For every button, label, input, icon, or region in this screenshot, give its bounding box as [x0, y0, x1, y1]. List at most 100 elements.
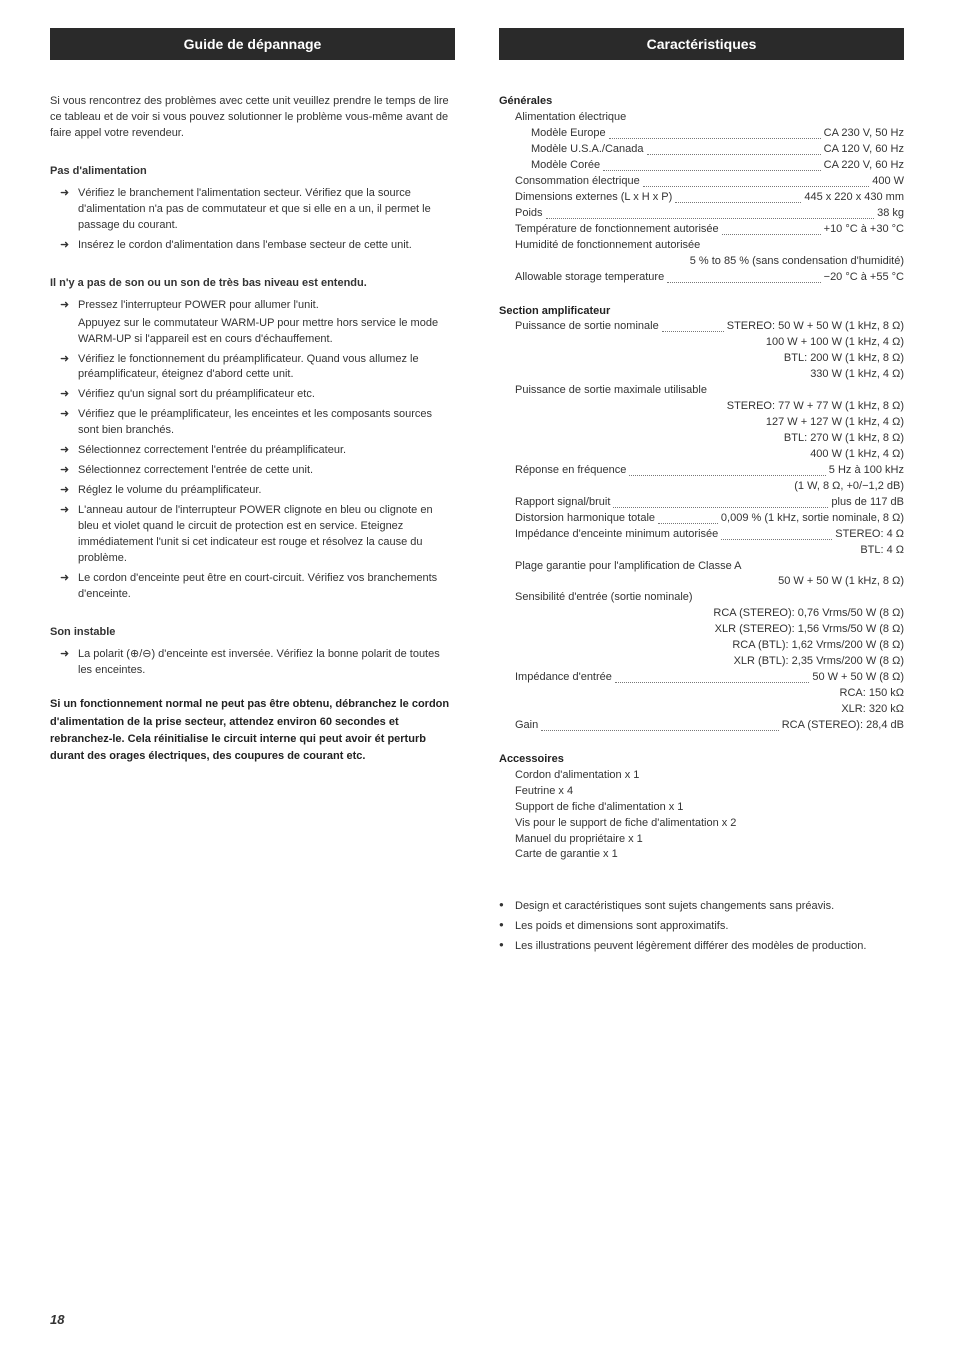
- spec-val: BTL: 200 W (1 kHz, 8 Ω): [515, 351, 904, 367]
- list-no-power: Vérifiez le branchement l'alimentation s…: [50, 186, 455, 254]
- note-item: Les poids et dimensions sont approximati…: [515, 919, 904, 935]
- list-item: Réglez le volume du préamplificateur.: [78, 483, 455, 499]
- list-item: Vérifiez le branchement l'alimentation s…: [78, 186, 455, 234]
- spec-val: STEREO: 4 Ω: [835, 527, 904, 543]
- dots: [615, 682, 809, 683]
- page-number: 18: [50, 1311, 64, 1330]
- list-item: Insérez le cordon d'alimentation dans l'…: [78, 238, 455, 254]
- spec-line: Dimensions externes (L x H x P) 445 x 220…: [515, 190, 904, 206]
- spec-val: CA 230 V, 50 Hz: [824, 126, 904, 142]
- spec-val: 445 x 220 x 430 mm: [804, 190, 904, 206]
- dots: [662, 331, 724, 332]
- spec-label: Plage garantie pour l'amplification de C…: [515, 559, 904, 575]
- list-item: Vérifiez que le préamplificateur, les en…: [78, 407, 455, 439]
- accessories-list: Cordon d'alimentation x 1 Feutrine x 4 S…: [499, 768, 904, 864]
- general-specs: Alimentation électrique Modèle EuropeCA …: [499, 110, 904, 285]
- spec-lead: Température de fonctionnement autorisée: [515, 222, 719, 238]
- list-item: Sélectionnez correctement l'entrée de ce…: [78, 463, 455, 479]
- spec-line: Impédance d'enceinte minimum autorisée ST…: [515, 527, 904, 543]
- dots: [629, 475, 825, 476]
- spec-val: 38 kg: [877, 206, 904, 222]
- dots: [609, 138, 821, 139]
- dots: [603, 170, 821, 171]
- list-text: Pressez l'interrupteur POWER pour allume…: [78, 299, 319, 311]
- page: Guide de dépannage Caractéristiques Si v…: [0, 0, 954, 1350]
- spec-val: −20 °C à +55 °C: [824, 270, 904, 286]
- heading-no-power: Pas d'alimentation: [50, 164, 455, 180]
- spec-val: BTL: 4 Ω: [515, 543, 904, 559]
- list-item: L'anneau autour de l'interrupteur POWER …: [78, 503, 455, 567]
- spec-val: 50 W + 50 W (8 Ω): [812, 670, 904, 686]
- spec-lead: Dimensions externes (L x H x P): [515, 190, 672, 206]
- spec-lead: Allowable storage temperature: [515, 270, 664, 286]
- spec-val: RCA (STEREO): 28,4 dB: [782, 718, 904, 734]
- heading-amp: Section amplificateur: [499, 304, 904, 320]
- headband: Guide de dépannage Caractéristiques: [50, 28, 904, 60]
- notes-list: Design et caractéristiques sont sujets c…: [499, 899, 904, 955]
- spec-line: Réponse en fréquence5 Hz à 100 kHz: [515, 463, 904, 479]
- spec-line: Consommation électrique 400 W: [515, 174, 904, 190]
- dots: [667, 282, 820, 283]
- spec-label: Humidité de fonctionnement autorisée: [515, 238, 904, 254]
- spec-line: Température de fonctionnement autorisée +…: [515, 222, 904, 238]
- spec-line: GainRCA (STEREO): 28,4 dB: [515, 718, 904, 734]
- spec-val: CA 120 V, 60 Hz: [824, 142, 904, 158]
- intro: Si vous rencontrez des problèmes avec ce…: [50, 94, 455, 142]
- spec-line: Modèle Corée CA 220 V, 60 Hz: [531, 158, 904, 174]
- spec-lead: Distorsion harmonique totale: [515, 511, 655, 527]
- spec-lead: Impédance d'enceinte minimum autorisée: [515, 527, 718, 543]
- spec-val: 400 W: [872, 174, 904, 190]
- dots: [613, 507, 828, 508]
- spec-val: XLR: 320 kΩ: [515, 702, 904, 718]
- title-left: Guide de dépannage: [50, 28, 455, 60]
- dots: [722, 234, 821, 235]
- note-item: Les illustrations peuvent légèrement dif…: [515, 939, 904, 955]
- head-right: Caractéristiques: [499, 28, 904, 60]
- dots: [541, 730, 778, 731]
- spec-val: 5 % to 85 % (sans condensation d'humidit…: [515, 254, 904, 270]
- heading-no-sound: Il n'y a pas de son ou un son de très ba…: [50, 276, 455, 292]
- spec-val: +10 °C à +30 °C: [824, 222, 904, 238]
- spec-val: 100 W + 100 W (1 kHz, 4 Ω): [515, 335, 904, 351]
- head-left: Guide de dépannage: [50, 28, 455, 60]
- spec-sub: Modèle EuropeCA 230 V, 50 Hz Modèle U.S.…: [515, 126, 904, 174]
- heading-accessories: Accessoires: [499, 752, 904, 768]
- spec-val: CA 220 V, 60 Hz: [824, 158, 904, 174]
- spec-val: STEREO: 77 W + 77 W (1 kHz, 8 Ω): [515, 399, 904, 415]
- left-column: Si vous rencontrez des problèmes avec ce…: [50, 94, 455, 963]
- spec-line: Modèle EuropeCA 230 V, 50 Hz: [531, 126, 904, 142]
- spec-line: Distorsion harmonique totale0,009 % (1 k…: [515, 511, 904, 527]
- dots: [643, 186, 869, 187]
- spec-val: STEREO: 50 W + 50 W (1 kHz, 8 Ω): [727, 319, 904, 335]
- spec-val: XLR (STEREO): 1,56 Vrms/50 W (8 Ω): [515, 622, 904, 638]
- acc-item: Vis pour le support de fiche d'alimentat…: [515, 816, 904, 832]
- dots: [675, 202, 801, 203]
- list-item: Le cordon d'enceinte peut être en court-…: [78, 571, 455, 603]
- list-subtext: Appuyez sur le commutateur WARM-UP pour …: [78, 316, 455, 348]
- spec-line: Allowable storage temperature −20 °C à +5…: [515, 270, 904, 286]
- amp-specs: Puissance de sortie nominaleSTEREO: 50 W…: [499, 319, 904, 733]
- acc-item: Cordon d'alimentation x 1: [515, 768, 904, 784]
- spec-val: (1 W, 8 Ω, +0/−1,2 dB): [515, 479, 904, 495]
- spec-lead: Consommation électrique: [515, 174, 640, 190]
- spec-label: Sensibilité d'entrée (sortie nominale): [515, 590, 904, 606]
- spec-line: Puissance de sortie nominaleSTEREO: 50 W…: [515, 319, 904, 335]
- spec-val: RCA (STEREO): 0,76 Vrms/50 W (8 Ω): [515, 606, 904, 622]
- spec-val: 50 W + 50 W (1 kHz, 8 Ω): [515, 574, 904, 590]
- list-item: Vérifiez qu'un signal sort du préamplifi…: [78, 387, 455, 403]
- spec-val: RCA (BTL): 1,62 Vrms/200 W (8 Ω): [515, 638, 904, 654]
- spec-label: Alimentation électrique: [515, 110, 904, 126]
- list-item: Pressez l'interrupteur POWER pour allume…: [78, 298, 455, 348]
- list-no-sound: Pressez l'interrupteur POWER pour allume…: [50, 298, 455, 603]
- spec-lead: Modèle U.S.A./Canada: [531, 142, 644, 158]
- spec-line: Modèle U.S.A./Canada CA 120 V, 60 Hz: [531, 142, 904, 158]
- acc-item: Support de fiche d'alimentation x 1: [515, 800, 904, 816]
- spec-lead: Réponse en fréquence: [515, 463, 626, 479]
- list-item: Sélectionnez correctement l'entrée du pr…: [78, 443, 455, 459]
- spec-val: RCA: 150 kΩ: [515, 686, 904, 702]
- spec-val: 400 W (1 kHz, 4 Ω): [515, 447, 904, 463]
- spec-lead: Rapport signal/bruit: [515, 495, 610, 511]
- spec-lead: Poids: [515, 206, 543, 222]
- spec-lead: Modèle Corée: [531, 158, 600, 174]
- spec-label: Puissance de sortie maximale utilisable: [515, 383, 904, 399]
